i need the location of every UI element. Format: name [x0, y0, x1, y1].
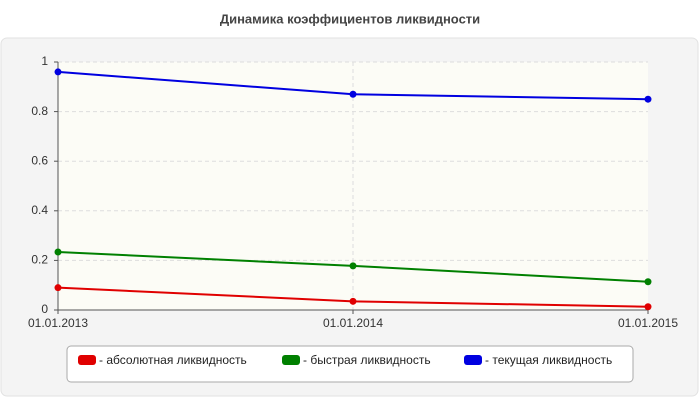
y-tick-label: 0.4: [31, 203, 48, 217]
legend-swatch: [78, 355, 96, 365]
series-layer: [54, 68, 652, 311]
point: [349, 297, 357, 305]
y-tick-label: 1: [41, 54, 48, 68]
y-tick-label: 0.2: [31, 253, 48, 267]
point: [644, 303, 652, 311]
point: [644, 278, 652, 286]
point: [54, 248, 62, 256]
legend-items: - абсолютная ликвидность - быстрая ликвид…: [78, 353, 612, 367]
legend-label: - быстрая ликвидность: [303, 353, 431, 367]
legend-swatch: [464, 355, 482, 365]
legend-swatch: [282, 355, 300, 365]
point: [54, 284, 62, 292]
point: [349, 262, 357, 270]
point: [644, 95, 652, 103]
y-tick-label: 0.6: [31, 153, 48, 167]
legend-label: - текущая ликвидность: [485, 353, 612, 367]
x-tick-label: 01.01.2013: [28, 316, 88, 330]
x-tick-label: 01.01.2014: [323, 316, 383, 330]
point: [54, 68, 62, 76]
x-tick-label: 01.01.2015: [618, 316, 678, 330]
y-tick-label: 0.8: [31, 104, 48, 118]
legend-label: - абсолютная ликвидность: [99, 353, 247, 367]
chart-title: Динамика коэффициентов ликвидности: [220, 11, 480, 26]
y-tick-label: 0: [41, 302, 48, 316]
legend: [66, 345, 634, 383]
point: [349, 90, 357, 98]
